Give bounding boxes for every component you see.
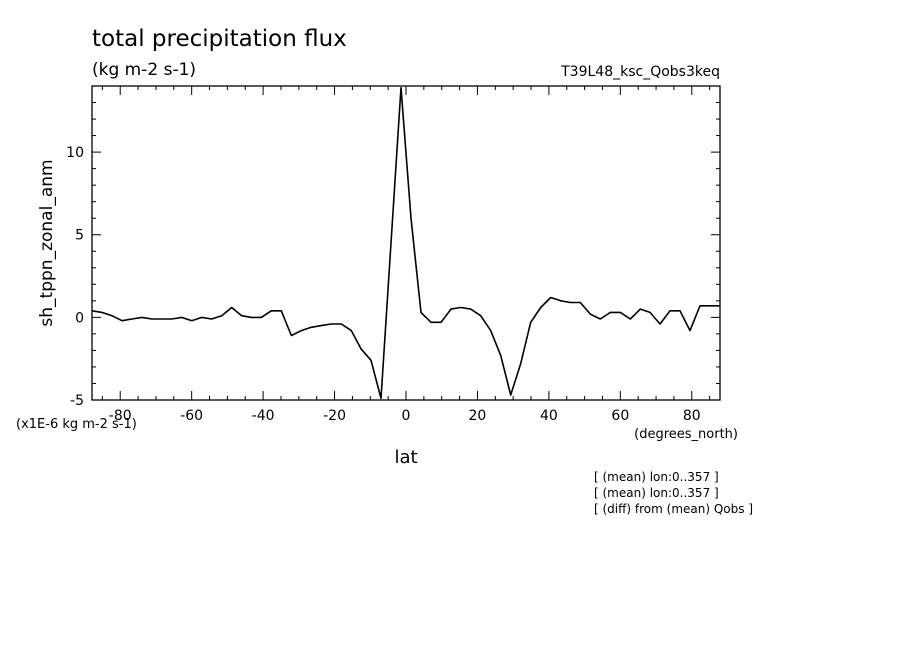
x-tick-label: 40	[540, 408, 558, 424]
x-axis-ticks	[101, 86, 711, 400]
y-axis-label: sh_tppn_zonal_anm	[37, 159, 57, 326]
chart-title: total precipitation flux	[92, 26, 347, 52]
y-tick-label: 0	[75, 310, 84, 326]
x-tick-label: -60	[180, 408, 203, 424]
x-axis-units: (degrees_north)	[634, 427, 738, 442]
chart-subtitle: (kg m-2 s-1)	[92, 60, 196, 80]
annotation-line-3: [ (diff) from (mean) Qobs ]	[594, 502, 753, 516]
y-axis-ticks	[92, 85, 720, 401]
x-axis-label: lat	[394, 447, 417, 468]
y-tick-label: -5	[70, 393, 84, 409]
y-tick-label: 5	[75, 228, 84, 244]
y-tick-label: 10	[66, 145, 84, 161]
annotation-line-2: [ (mean) lon:0..357 ]	[594, 486, 719, 500]
x-tick-label: 0	[402, 408, 411, 424]
x-tick-label: 20	[469, 408, 487, 424]
x-tick-label: 80	[683, 408, 701, 424]
x-tick-label: 60	[611, 408, 629, 424]
plot-frame	[91, 85, 721, 401]
x-axis-tick-labels: -80 -60 -40 -20 0 20 40 60 80	[109, 408, 701, 424]
y-axis-units: (x1E-6 kg m-2 s-1)	[16, 417, 137, 432]
x-tick-label: -80	[109, 408, 132, 424]
x-tick-label: -40	[252, 408, 275, 424]
y-axis-tick-labels: -5 0 5 10	[66, 145, 84, 409]
experiment-label: T39L48_ksc_Qobs3keq	[560, 64, 720, 80]
annotation-line-1: [ (mean) lon:0..357 ]	[594, 470, 719, 484]
x-tick-label: -20	[323, 408, 346, 424]
series-line	[91, 86, 720, 400]
